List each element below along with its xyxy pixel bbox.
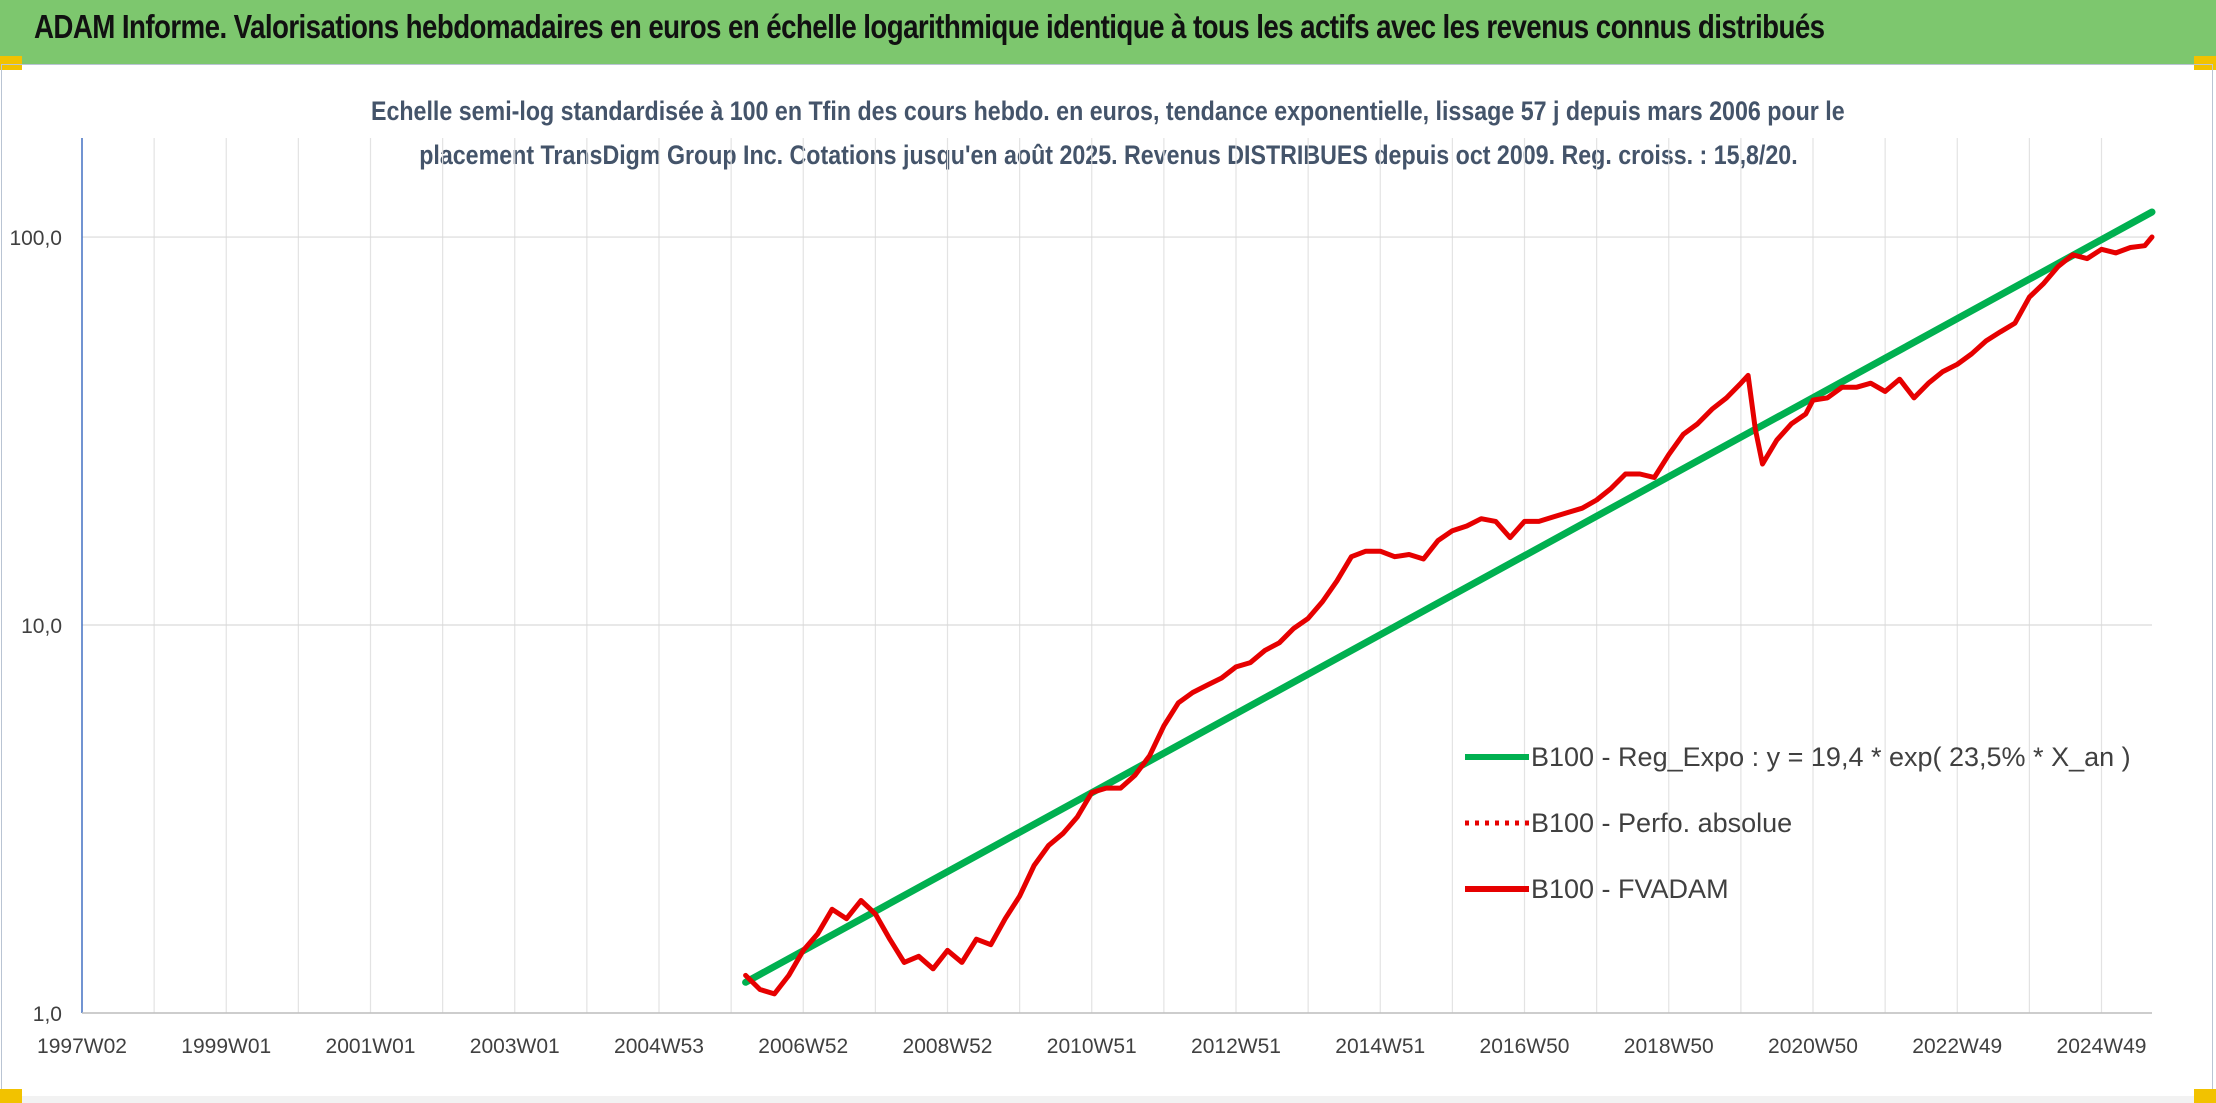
x-tick-label: 2004W53 bbox=[614, 1035, 704, 1058]
x-tick-label: 2010W51 bbox=[1047, 1035, 1137, 1058]
legend-label: B100 - Perfo. absolue bbox=[1531, 808, 1792, 838]
bottom-strip bbox=[0, 1096, 2216, 1103]
x-tick-label: 2006W52 bbox=[758, 1035, 848, 1058]
y-tick-label: 1,0 bbox=[33, 1003, 62, 1026]
x-tick-label: 2012W51 bbox=[1191, 1035, 1281, 1058]
legend-label: B100 - Reg_Expo : y = 19,4 * exp( 23,5% … bbox=[1531, 742, 2131, 772]
x-tick-label: 2014W51 bbox=[1335, 1035, 1425, 1058]
corner-marker-top-left bbox=[0, 56, 22, 70]
series-layer bbox=[742, 208, 2156, 997]
x-axis-tick-labels: 1997W02 1999W01 2001W01 2003W01 2004W53 2006W… bbox=[37, 1035, 2146, 1058]
horizontal-gridlines bbox=[82, 236, 2152, 1014]
x-tick-label: 2016W50 bbox=[1480, 1035, 1570, 1058]
legend: B100 - Reg_Expo : y = 19,4 * exp( 23,5% … bbox=[1465, 742, 2131, 904]
series-line-fvadam bbox=[743, 234, 2155, 997]
legend-label: B100 - FVADAM bbox=[1531, 874, 1729, 904]
vertical-gridlines bbox=[81, 138, 2103, 1013]
corner-marker-top-right bbox=[2194, 56, 2216, 70]
x-tick-label: 2024W49 bbox=[2057, 1035, 2147, 1058]
y-tick-label: 100,0 bbox=[9, 227, 62, 250]
corner-marker-bottom-left bbox=[0, 1089, 22, 1103]
page-title: ADAM Informe. Valorisations hebdomadaire… bbox=[34, 8, 1825, 45]
x-tick-label: 2001W01 bbox=[326, 1035, 416, 1058]
header-banner: ADAM Informe. Valorisations hebdomadaire… bbox=[0, 0, 2216, 64]
x-tick-label: 2018W50 bbox=[1624, 1035, 1714, 1058]
y-tick-label: 10,0 bbox=[21, 615, 62, 638]
x-tick-label: 2022W49 bbox=[1912, 1035, 2002, 1058]
x-tick-label: 2020W50 bbox=[1768, 1035, 1858, 1058]
series-line-reg-expo bbox=[742, 208, 2156, 986]
chart-subtitle-line-1: Echelle semi-log standardisée à 100 en T… bbox=[371, 96, 1845, 126]
x-tick-label: 2008W52 bbox=[903, 1035, 993, 1058]
x-tick-label: 2003W01 bbox=[470, 1035, 560, 1058]
x-tick-label: 1999W01 bbox=[181, 1035, 271, 1058]
chart-subtitle-line-2: placement TransDigm Group Inc. Cotations… bbox=[418, 140, 1798, 170]
corner-marker-bottom-right bbox=[2194, 1089, 2216, 1103]
x-tick-label: 1997W02 bbox=[37, 1035, 127, 1058]
y-axis-tick-labels: 1,0 10,0 100,0 bbox=[9, 227, 62, 1026]
